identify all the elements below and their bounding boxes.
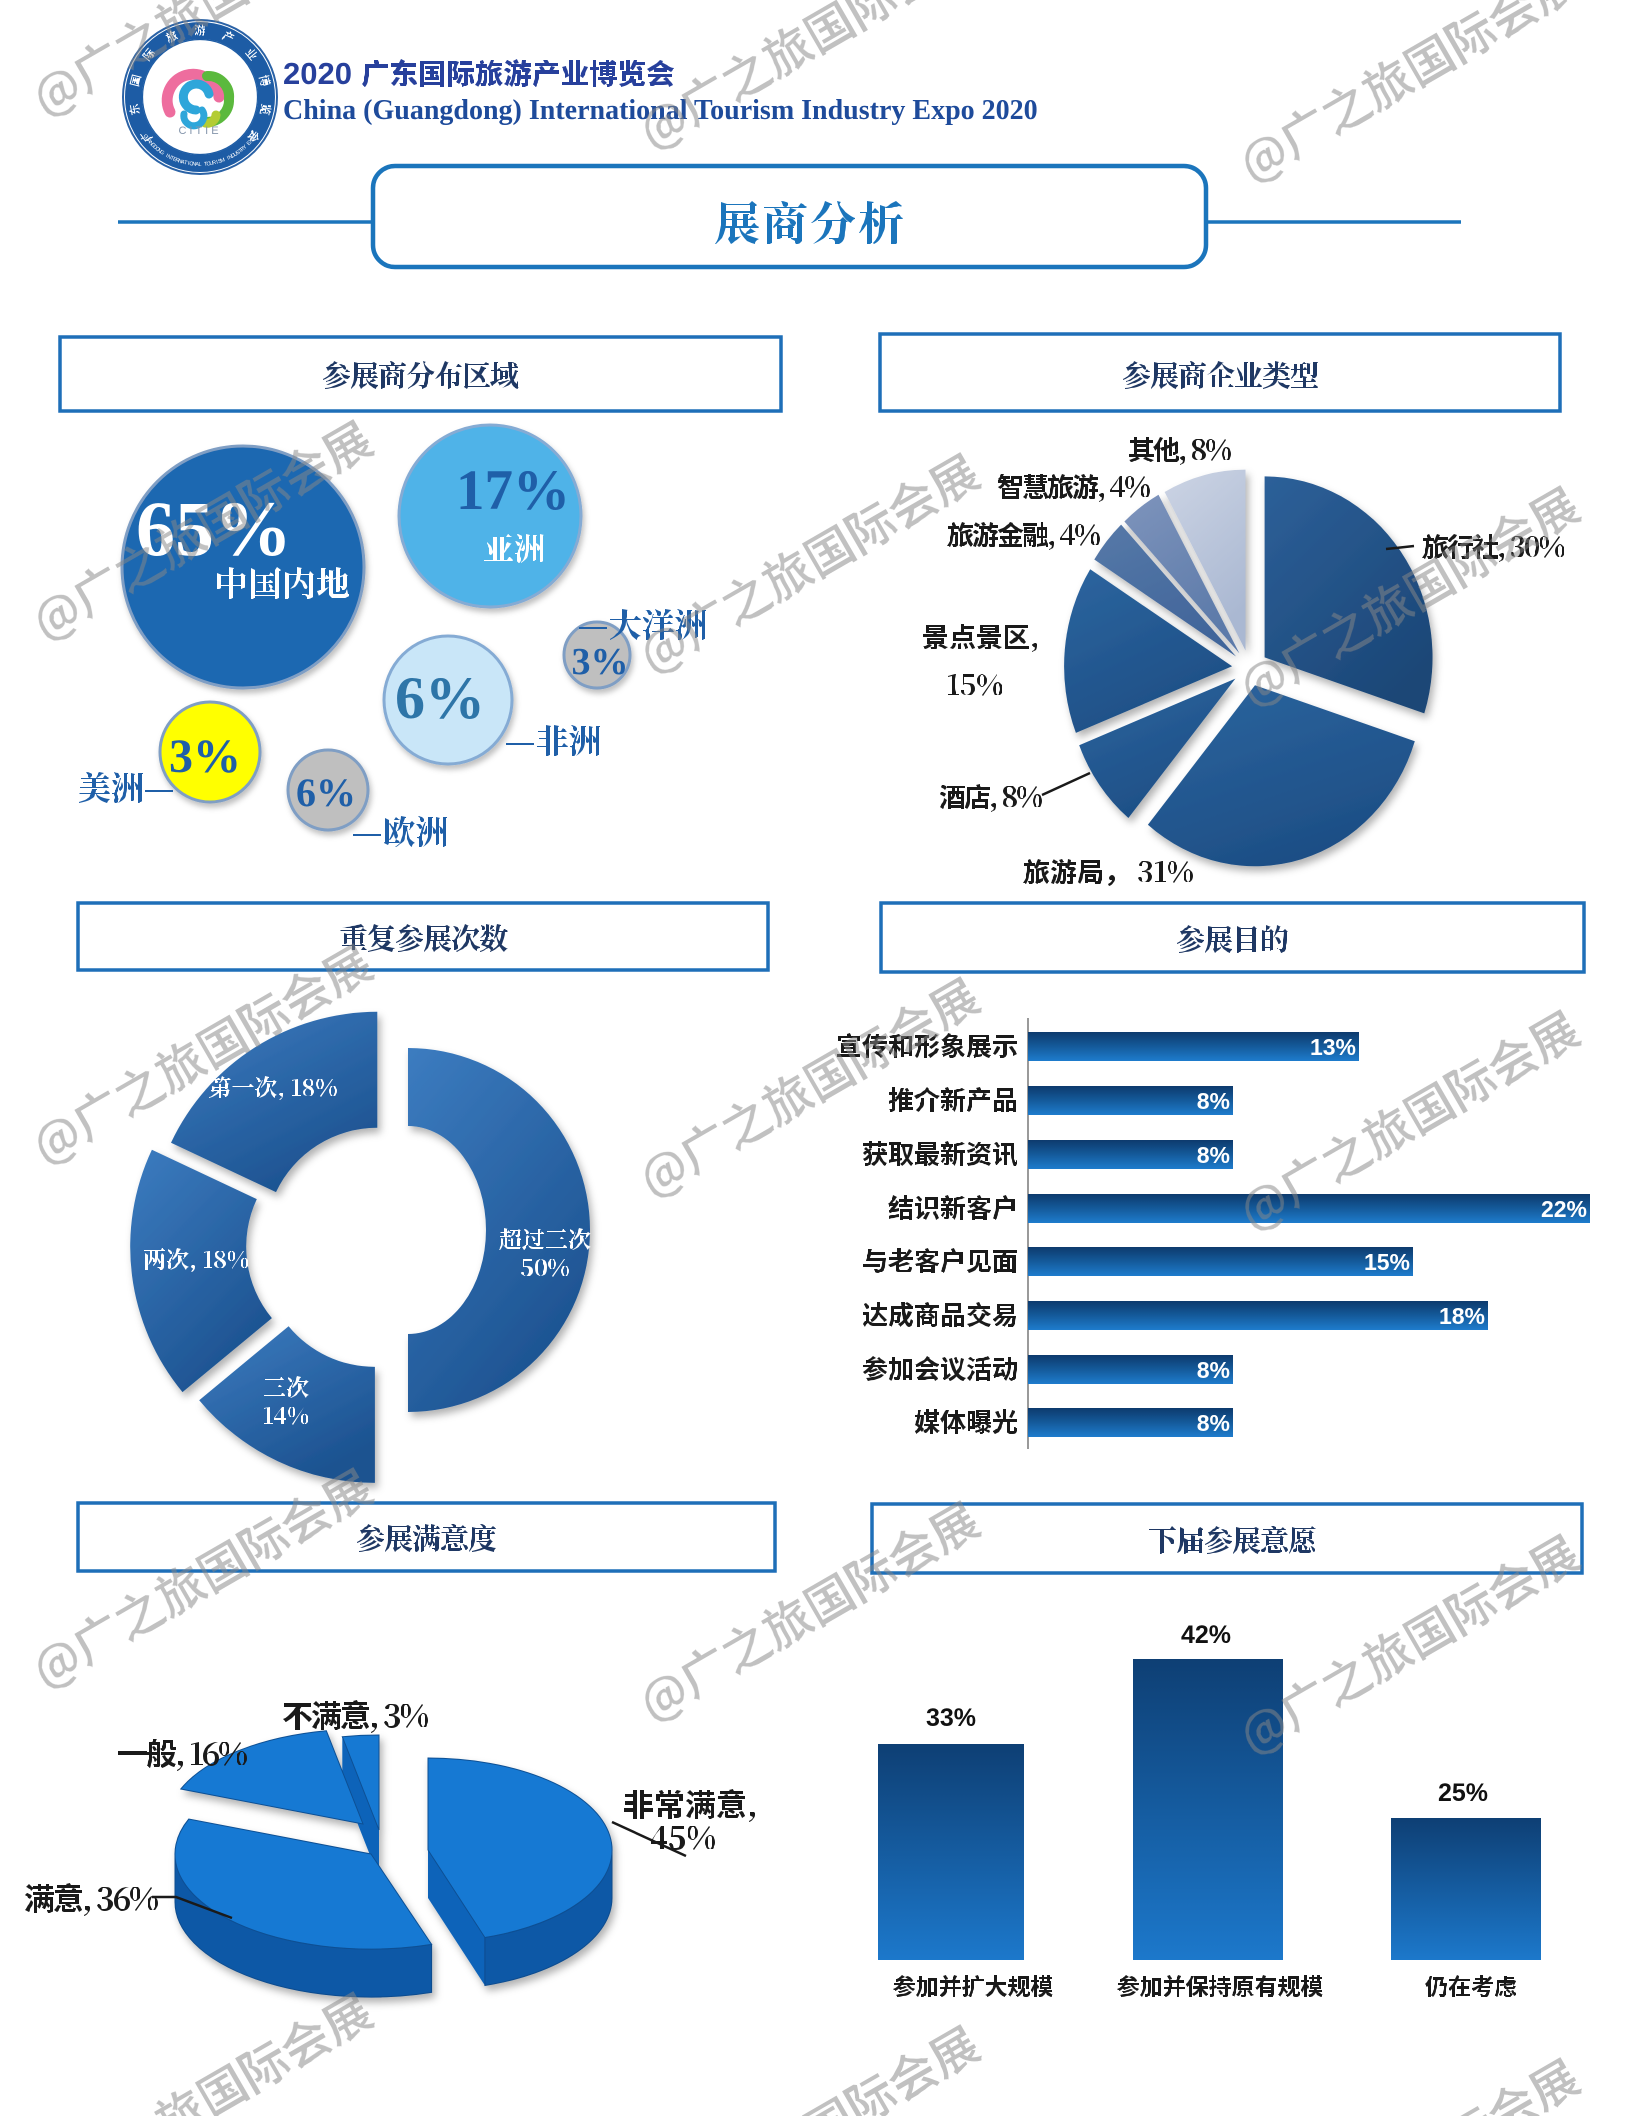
svg-text:X: X	[248, 138, 255, 145]
svg-text:CITIE: CITIE	[178, 125, 221, 137]
svg-text:6%: 6%	[395, 665, 485, 731]
svg-text:S: S	[217, 158, 223, 165]
svg-text:15%: 15%	[1364, 1249, 1410, 1275]
svg-text:33%: 33%	[926, 1704, 976, 1732]
svg-text:N: N	[228, 154, 234, 161]
svg-text:8%: 8%	[1197, 1410, 1230, 1436]
svg-text:N: N	[177, 158, 183, 165]
svg-text:N: N	[147, 140, 154, 147]
svg-text:A: A	[195, 162, 199, 168]
svg-text:P: P	[250, 136, 257, 143]
svg-text:13%: 13%	[1310, 1034, 1356, 1060]
svg-text:O: O	[154, 146, 161, 153]
svg-text:3%: 3%	[572, 641, 629, 683]
svg-text:G: G	[149, 142, 156, 149]
svg-text:I: I	[216, 159, 219, 165]
svg-text:R: R	[174, 157, 180, 164]
svg-text:A: A	[180, 159, 185, 166]
svg-text:D: D	[230, 152, 236, 159]
svg-text:25%: 25%	[1438, 1779, 1488, 1807]
svg-text:22%: 22%	[1541, 1196, 1587, 1222]
svg-text:Y: Y	[242, 144, 249, 151]
svg-text:O: O	[206, 161, 211, 167]
svg-text:E: E	[172, 156, 178, 163]
svg-text:S: S	[235, 149, 242, 156]
svg-text:U: U	[209, 160, 214, 167]
svg-text:N: N	[166, 154, 172, 161]
svg-text:I: I	[187, 161, 189, 167]
svg-text:2020: 2020	[283, 56, 352, 91]
svg-text:8%: 8%	[1197, 1142, 1230, 1168]
svg-text:U: U	[233, 151, 240, 158]
svg-text:O: O	[251, 133, 258, 140]
svg-text:18%: 18%	[1439, 1303, 1485, 1329]
svg-text:G: G	[141, 133, 148, 140]
svg-text:3%: 3%	[169, 730, 241, 783]
svg-text:N: N	[156, 148, 163, 155]
svg-text:L: L	[199, 162, 202, 168]
svg-text:G: G	[158, 149, 165, 156]
svg-text:6%: 6%	[296, 770, 356, 815]
svg-text:M: M	[220, 157, 227, 164]
svg-text:17%: 17%	[456, 459, 570, 522]
svg-text:8%: 8%	[1197, 1088, 1230, 1114]
svg-text:D: D	[151, 144, 158, 151]
svg-text:A: A	[145, 138, 152, 145]
svg-text:N: N	[192, 161, 196, 167]
svg-text:T: T	[238, 147, 245, 154]
svg-text:T: T	[204, 161, 208, 167]
svg-text:I: I	[226, 156, 230, 162]
svg-text:8%: 8%	[1197, 1357, 1230, 1383]
svg-text:R: R	[212, 160, 217, 167]
svg-text:T: T	[169, 155, 175, 162]
svg-text:42%: 42%	[1181, 1621, 1231, 1649]
svg-text:T: T	[183, 160, 188, 167]
svg-text:E: E	[246, 140, 253, 147]
svg-text:R: R	[240, 146, 247, 153]
svg-text:U: U	[143, 136, 150, 143]
svg-text:O: O	[189, 161, 194, 167]
svg-text:I: I	[165, 153, 169, 159]
